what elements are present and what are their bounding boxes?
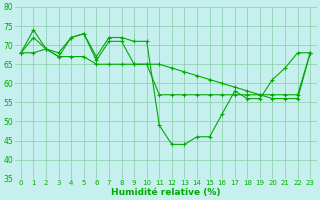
X-axis label: Humidité relative (%): Humidité relative (%) [111, 188, 220, 197]
